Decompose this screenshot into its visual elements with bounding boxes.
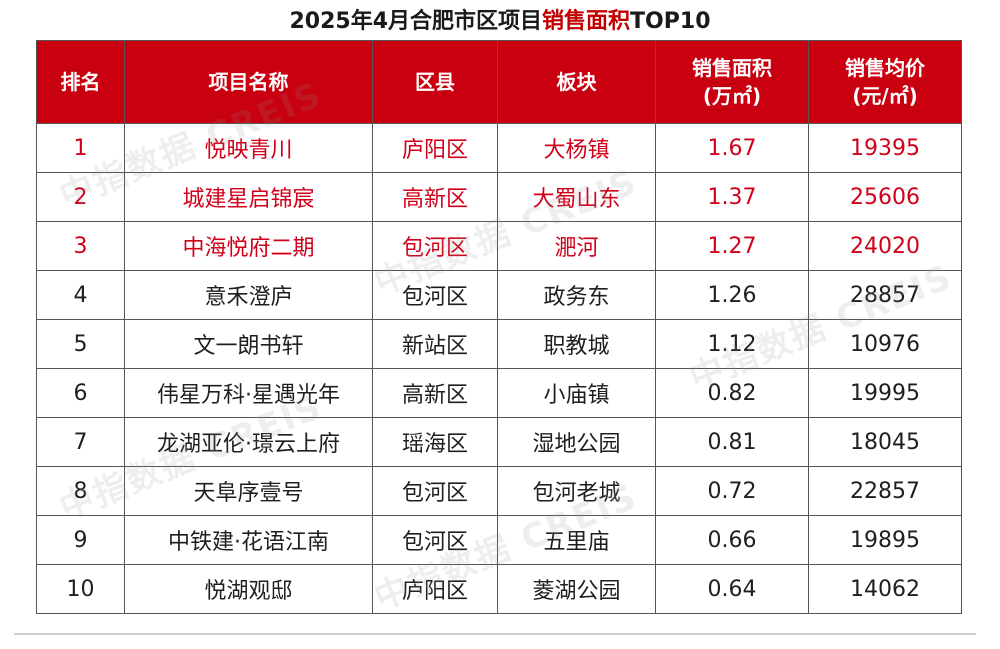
cell-avg-price: 14062 <box>808 564 962 614</box>
cell-avg-price: 19995 <box>808 368 962 418</box>
cell-sales-area: 0.64 <box>655 564 809 614</box>
table-row: 5 文一朗书轩 新站区 职教城 1.12 10976 <box>36 319 962 369</box>
header-sales-area-line2: (万㎡) <box>702 84 762 108</box>
cell-block: 菱湖公园 <box>497 564 656 614</box>
cell-project-name: 中铁建·花语江南 <box>124 515 373 565</box>
cell-rank: 5 <box>36 319 125 369</box>
table-row: 1 悦映青川 庐阳区 大杨镇 1.67 19395 <box>36 123 962 173</box>
cell-project-name: 伟星万科·星遇光年 <box>124 368 373 418</box>
header-avg-price-line2: (元/㎡) <box>852 84 918 108</box>
cell-block: 小庙镇 <box>497 368 656 418</box>
title-highlight: 销售面积 <box>542 9 631 34</box>
cell-rank: 10 <box>36 564 125 614</box>
header-district: 区县 <box>372 40 498 124</box>
cell-sales-area: 1.67 <box>655 123 809 173</box>
table-row: 10 悦湖观邸 庐阳区 菱湖公园 0.64 14062 <box>36 564 962 614</box>
table-row: 2 城建星启锦宸 高新区 大蜀山东 1.37 25606 <box>36 172 962 222</box>
cell-project-name: 龙湖亚伦·璟云上府 <box>124 417 373 467</box>
title-prefix: 2025年4月合肥市区项目 <box>289 9 543 34</box>
cell-district: 瑶海区 <box>372 417 498 467</box>
cell-avg-price: 18045 <box>808 417 962 467</box>
cell-avg-price: 10976 <box>808 319 962 369</box>
cell-district: 包河区 <box>372 466 498 516</box>
cell-district: 包河区 <box>372 515 498 565</box>
cell-rank: 2 <box>36 172 125 222</box>
cell-block: 淝河 <box>497 221 656 271</box>
cell-avg-price: 19895 <box>808 515 962 565</box>
header-sales-area-line1: 销售面积 <box>692 56 772 80</box>
cell-project-name: 城建星启锦宸 <box>124 172 373 222</box>
cell-sales-area: 0.66 <box>655 515 809 565</box>
cell-district: 庐阳区 <box>372 123 498 173</box>
cell-rank: 8 <box>36 466 125 516</box>
table-row: 6 伟星万科·星遇光年 高新区 小庙镇 0.82 19995 <box>36 368 962 418</box>
cell-project-name: 中海悦府二期 <box>124 221 373 271</box>
header-avg-price: 销售均价 (元/㎡) <box>808 40 962 124</box>
cell-block: 大蜀山东 <box>497 172 656 222</box>
cell-block: 包河老城 <box>497 466 656 516</box>
ranking-table: 排名 项目名称 区县 板块 销售面积 (万㎡) 销售均价 (元/㎡) 1 悦映青川… <box>36 40 962 614</box>
cell-project-name: 天阜序壹号 <box>124 466 373 516</box>
cell-rank: 3 <box>36 221 125 271</box>
bottom-divider <box>14 633 976 635</box>
cell-block: 政务东 <box>497 270 656 320</box>
cell-avg-price: 24020 <box>808 221 962 271</box>
cell-sales-area: 1.12 <box>655 319 809 369</box>
table-row: 3 中海悦府二期 包河区 淝河 1.27 24020 <box>36 221 962 271</box>
cell-sales-area: 0.72 <box>655 466 809 516</box>
page-title: 2025年4月合肥市区项目销售面积TOP10 <box>0 8 1000 36</box>
cell-district: 庐阳区 <box>372 564 498 614</box>
cell-project-name: 文一朗书轩 <box>124 319 373 369</box>
cell-block: 职教城 <box>497 319 656 369</box>
cell-avg-price: 19395 <box>808 123 962 173</box>
cell-block: 湿地公园 <box>497 417 656 467</box>
header-project-name: 项目名称 <box>124 40 373 124</box>
cell-project-name: 意禾澄庐 <box>124 270 373 320</box>
table-row: 4 意禾澄庐 包河区 政务东 1.26 28857 <box>36 270 962 320</box>
table-row: 9 中铁建·花语江南 包河区 五里庙 0.66 19895 <box>36 515 962 565</box>
cell-rank: 9 <box>36 515 125 565</box>
table-header-row: 排名 项目名称 区县 板块 销售面积 (万㎡) 销售均价 (元/㎡) <box>36 40 962 124</box>
header-block: 板块 <box>497 40 656 124</box>
title-suffix: TOP10 <box>630 9 711 34</box>
cell-avg-price: 22857 <box>808 466 962 516</box>
cell-avg-price: 28857 <box>808 270 962 320</box>
table-body: 1 悦映青川 庐阳区 大杨镇 1.67 19395 2 城建星启锦宸 高新区 大蜀山东 1.37 25… <box>36 123 962 614</box>
header-avg-price-line1: 销售均价 <box>845 56 925 80</box>
cell-district: 包河区 <box>372 270 498 320</box>
cell-sales-area: 1.27 <box>655 221 809 271</box>
cell-district: 高新区 <box>372 172 498 222</box>
cell-sales-area: 0.82 <box>655 368 809 418</box>
header-rank: 排名 <box>36 40 125 124</box>
cell-block: 大杨镇 <box>497 123 656 173</box>
cell-district: 包河区 <box>372 221 498 271</box>
cell-sales-area: 1.37 <box>655 172 809 222</box>
cell-district: 高新区 <box>372 368 498 418</box>
cell-rank: 6 <box>36 368 125 418</box>
cell-block: 五里庙 <box>497 515 656 565</box>
cell-rank: 4 <box>36 270 125 320</box>
cell-project-name: 悦湖观邸 <box>124 564 373 614</box>
cell-district: 新站区 <box>372 319 498 369</box>
table-row: 7 龙湖亚伦·璟云上府 瑶海区 湿地公园 0.81 18045 <box>36 417 962 467</box>
cell-rank: 1 <box>36 123 125 173</box>
cell-sales-area: 1.26 <box>655 270 809 320</box>
cell-sales-area: 0.81 <box>655 417 809 467</box>
table-row: 8 天阜序壹号 包河区 包河老城 0.72 22857 <box>36 466 962 516</box>
header-sales-area: 销售面积 (万㎡) <box>655 40 809 124</box>
cell-project-name: 悦映青川 <box>124 123 373 173</box>
cell-avg-price: 25606 <box>808 172 962 222</box>
cell-rank: 7 <box>36 417 125 467</box>
